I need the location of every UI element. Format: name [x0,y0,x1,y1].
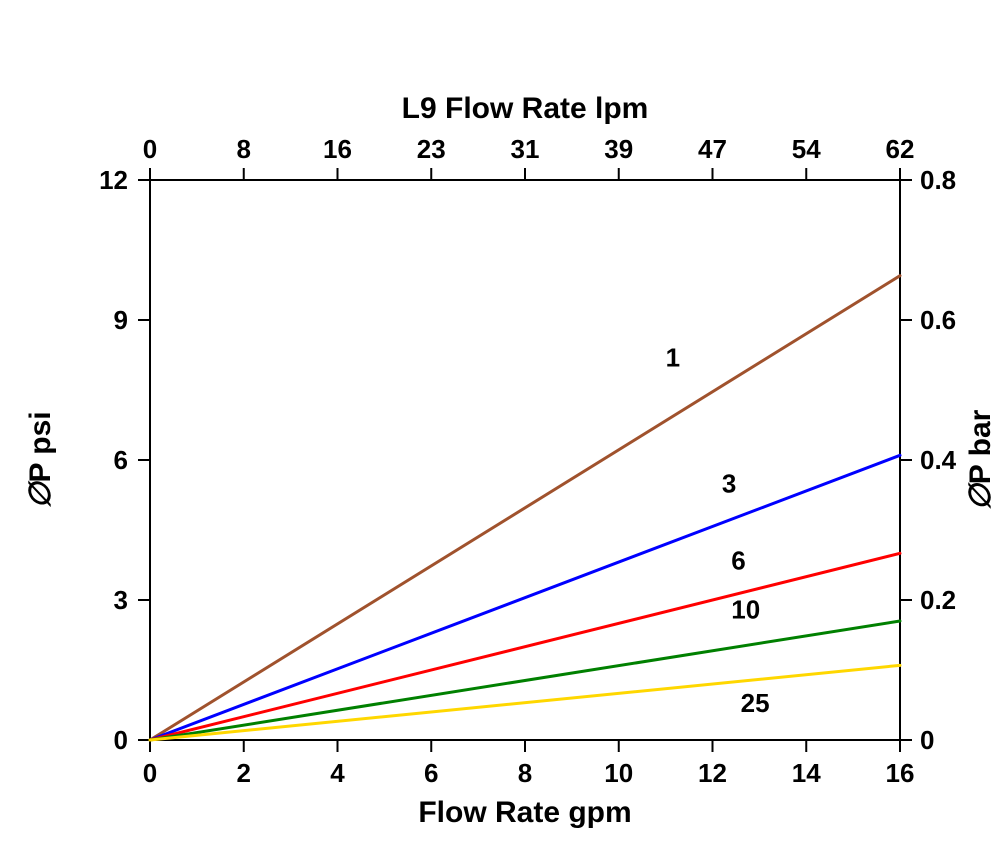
xaxis-top-title: L9 Flow Rate lpm [402,92,649,125]
xtick-top-label: 16 [323,134,352,164]
ytick-left-label: 12 [99,165,128,195]
ytick-right-label: 0.2 [920,585,956,615]
xtick-bottom-label: 0 [143,758,157,788]
series-line [150,455,900,740]
series-line [150,665,900,740]
plot-border [150,180,900,740]
xtick-top-label: 0 [143,134,157,164]
xtick-bottom-label: 10 [604,758,633,788]
series-line [150,621,900,740]
xtick-top-label: 47 [698,134,727,164]
ytick-left-label: 6 [114,445,128,475]
ytick-right-label: 0 [920,725,934,755]
xaxis-bottom-title: Flow Rate gpm [418,796,631,829]
xtick-top-label: 39 [604,134,633,164]
chart-svg: 0246810121416081623313947546203691200.20… [0,0,1002,852]
xtick-top-label: 62 [886,134,915,164]
xtick-top-label: 8 [237,134,251,164]
series-label: 25 [741,688,770,718]
yaxis-right-title: ∅P bar [964,409,997,510]
xtick-bottom-label: 8 [518,758,532,788]
yaxis-left-title: ∅P psi [24,411,57,508]
ytick-left-label: 9 [114,305,128,335]
xtick-top-label: 31 [511,134,540,164]
ytick-right-label: 0.4 [920,445,957,475]
ytick-left-label: 3 [114,585,128,615]
series-label: 6 [731,546,745,576]
ytick-right-label: 0.8 [920,165,956,195]
xtick-bottom-label: 6 [424,758,438,788]
pressure-flow-chart: 0246810121416081623313947546203691200.20… [0,0,1002,852]
xtick-bottom-label: 12 [698,758,727,788]
series-line [150,553,900,740]
ytick-left-label: 0 [114,725,128,755]
xtick-bottom-label: 16 [886,758,915,788]
series-label: 3 [722,469,736,499]
ytick-right-label: 0.6 [920,305,956,335]
series-label: 10 [731,595,760,625]
series-line [150,276,900,740]
xtick-bottom-label: 4 [330,758,345,788]
xtick-bottom-label: 14 [792,758,821,788]
xtick-top-label: 23 [417,134,446,164]
xtick-top-label: 54 [792,134,821,164]
xtick-bottom-label: 2 [237,758,251,788]
series-label: 1 [666,343,680,373]
